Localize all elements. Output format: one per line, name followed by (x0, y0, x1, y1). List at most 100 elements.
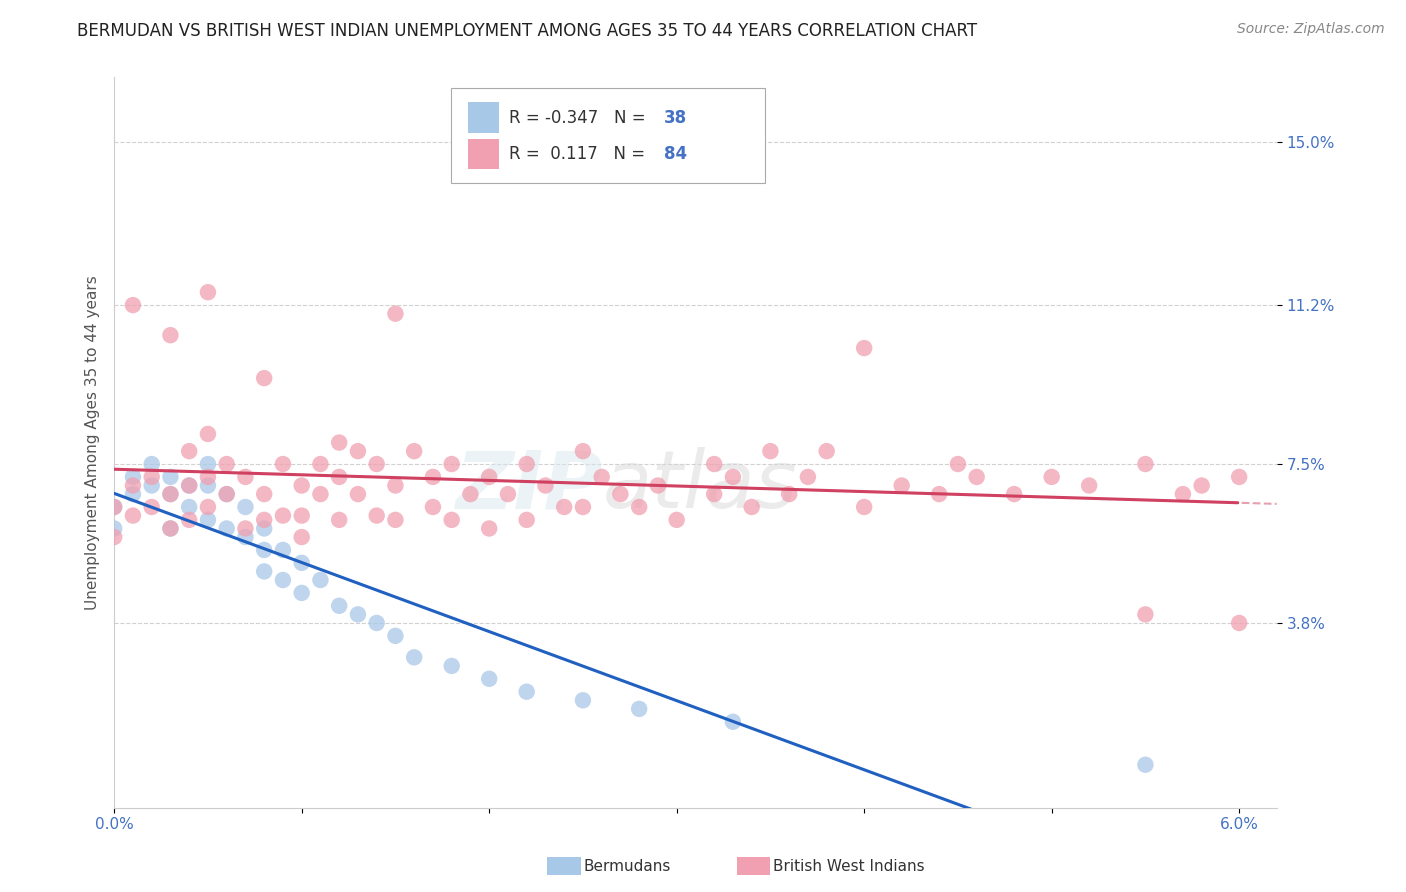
Point (759, 444, 782, 458)
Point (665, 513, 688, 527)
Point (1191, 478, 1213, 492)
Point (235, 530, 257, 544)
Point (103, 521, 125, 535)
Point (703, 457, 725, 471)
Point (516, 684, 538, 698)
Point (103, 530, 125, 544)
Text: British West Indians: British West Indians (773, 859, 925, 873)
Point (1227, 615, 1250, 630)
Point (291, 556, 314, 570)
Point (553, 500, 575, 514)
Point (159, 521, 181, 535)
Point (440, 457, 463, 471)
Point (591, 470, 613, 484)
Point (215, 487, 238, 501)
Point (271, 543, 294, 558)
Point (179, 478, 201, 492)
Point (534, 478, 557, 492)
Point (721, 714, 744, 729)
Point (253, 543, 276, 558)
Text: atlas: atlas (602, 448, 797, 525)
Point (347, 444, 370, 458)
Point (179, 478, 201, 492)
Point (197, 427, 219, 442)
Point (516, 513, 538, 527)
Point (103, 500, 125, 514)
Point (778, 487, 800, 501)
Point (141, 478, 163, 492)
Point (628, 702, 651, 716)
Point (1135, 457, 1157, 471)
Point (1135, 757, 1157, 772)
Point (328, 513, 350, 527)
Point (309, 487, 332, 501)
Point (122, 470, 145, 484)
Point (291, 508, 314, 523)
Point (122, 478, 145, 492)
Point (422, 470, 444, 484)
Point (384, 307, 406, 321)
Point (347, 607, 370, 622)
Point (741, 500, 763, 514)
Point (197, 513, 219, 527)
Point (1135, 607, 1157, 622)
Point (366, 615, 388, 630)
Point (721, 470, 744, 484)
FancyBboxPatch shape (468, 139, 499, 169)
Point (328, 470, 350, 484)
Point (797, 470, 820, 484)
Point (422, 500, 444, 514)
Point (1171, 487, 1194, 501)
Point (309, 573, 332, 587)
Point (215, 457, 238, 471)
Text: BERMUDAN VS BRITISH WEST INDIAN UNEMPLOYMENT AMONG AGES 35 TO 44 YEARS CORRELATI: BERMUDAN VS BRITISH WEST INDIAN UNEMPLOY… (77, 22, 977, 40)
Point (122, 298, 145, 312)
Point (141, 470, 163, 484)
Point (215, 521, 238, 535)
FancyBboxPatch shape (468, 103, 499, 133)
Point (197, 500, 219, 514)
Point (235, 521, 257, 535)
Point (703, 487, 725, 501)
Point (478, 470, 501, 484)
Text: R = -0.347   N =: R = -0.347 N = (509, 109, 651, 127)
Point (179, 513, 201, 527)
Text: 84: 84 (664, 145, 688, 163)
Point (404, 444, 426, 458)
Point (197, 457, 219, 471)
Point (159, 487, 181, 501)
Point (197, 470, 219, 484)
Text: Source: ZipAtlas.com: Source: ZipAtlas.com (1237, 22, 1385, 37)
Point (159, 470, 181, 484)
Point (946, 457, 969, 471)
Point (628, 500, 651, 514)
Point (384, 478, 406, 492)
FancyBboxPatch shape (451, 88, 765, 184)
Point (291, 478, 314, 492)
Point (496, 487, 519, 501)
Point (179, 500, 201, 514)
Point (478, 672, 501, 686)
Point (141, 500, 163, 514)
Point (215, 487, 238, 501)
Point (253, 513, 276, 527)
Point (853, 500, 876, 514)
Point (609, 487, 631, 501)
Point (122, 487, 145, 501)
Point (1078, 478, 1101, 492)
Point (384, 629, 406, 643)
Point (141, 457, 163, 471)
Point (1227, 470, 1250, 484)
Point (235, 500, 257, 514)
Point (366, 457, 388, 471)
Point (516, 457, 538, 471)
Point (478, 521, 501, 535)
Point (890, 478, 912, 492)
Text: R =  0.117   N =: R = 0.117 N = (509, 145, 651, 163)
Point (159, 521, 181, 535)
Point (159, 328, 181, 343)
Point (460, 487, 482, 501)
Point (253, 565, 276, 579)
Point (928, 487, 950, 501)
Point (384, 513, 406, 527)
